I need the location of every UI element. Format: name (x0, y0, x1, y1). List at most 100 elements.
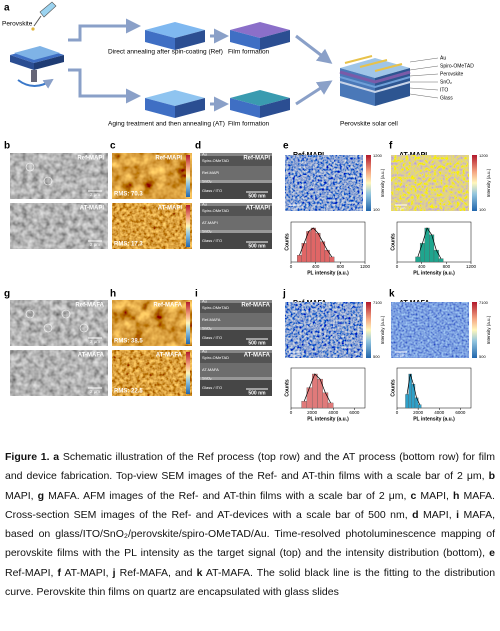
layer-label: Ref-MAPI (202, 170, 219, 175)
x-tick-label: 6000 (455, 410, 466, 415)
x-tick-label: 400 (312, 264, 320, 269)
x-axis-label: PL intensity (a.u.) (413, 270, 455, 276)
layer-label: AT-MAPI (202, 220, 218, 225)
caption-panel-ref: e (489, 547, 495, 559)
afm-colorbar (186, 205, 190, 247)
panel-label: f (389, 141, 393, 152)
panel-label: c (110, 141, 116, 152)
image-title: Ref-MAFA (241, 303, 270, 309)
layer-label: Glass / ITO (202, 238, 222, 243)
hist-bar (418, 405, 421, 408)
x-axis-label: PL intensity (a.u.) (307, 270, 349, 276)
x-tick-label: 0 (290, 264, 293, 269)
caption-panel-ref: j (113, 567, 116, 579)
layer-label: Au (202, 299, 207, 304)
hist-bar (420, 243, 425, 262)
layer-label: Au (202, 202, 207, 207)
rms-label: RMS: 38.5 (114, 339, 143, 345)
panel-label: j (282, 289, 286, 300)
panel-label: b (4, 141, 10, 152)
colorbar-label: Intensity (a.u.) (380, 315, 385, 344)
hist-bar (328, 403, 333, 408)
y-axis-label: Counts (284, 379, 290, 396)
hist-bar (316, 233, 321, 262)
hist-bar (307, 388, 312, 408)
image-title: AT-MAPI (158, 206, 183, 212)
scale-label: 500 nm (248, 390, 266, 396)
scale-label: 2 μm (90, 339, 100, 344)
caption-text: Schematic illustration of the Ref proces… (5, 451, 495, 482)
layer-label: Glass / ITO (202, 385, 222, 390)
scale-label: 2 μm (397, 206, 407, 211)
hist-bar (434, 250, 439, 262)
pl-map (391, 302, 469, 358)
colorbar (472, 155, 477, 211)
device-label: Perovskite solar cell (340, 121, 398, 128)
colorbar-min: 100 (373, 207, 380, 212)
panel-label: g (4, 289, 10, 300)
colorbar-min: 500 (373, 354, 380, 359)
y-axis-label: Counts (390, 379, 396, 396)
panel-label: h (110, 289, 116, 300)
layer-label: AT-MAFA (202, 367, 219, 372)
x-tick-label: 0 (396, 410, 399, 415)
caption-text: Ref-MAPI, (5, 567, 53, 579)
scale-label: 500 nm (248, 193, 266, 199)
caption-panel-ref: f (57, 567, 61, 579)
x-axis-label: PL intensity (a.u.) (307, 416, 349, 422)
caption: Figure 1. a Schematic illustration of th… (5, 448, 495, 602)
hist-bar (311, 228, 316, 262)
figure: aPerovskiteDirect annealing after spin-c… (0, 0, 500, 440)
layer-label: SnO₂ (202, 229, 212, 234)
caption-panel-ref: b (489, 470, 495, 482)
layer-label: Glass (440, 95, 453, 101)
panel-a-art (10, 2, 438, 118)
hist-bar (405, 394, 408, 408)
caption-text: AT-MAPI, (64, 567, 108, 579)
x-tick-label: 1200 (466, 264, 477, 269)
image-title: AT-MAFA (156, 353, 183, 359)
layer-label: ITO (440, 87, 448, 93)
scale-label: 2 μm (291, 353, 301, 358)
image-title: AT-MAFA (78, 353, 105, 359)
caption-text: MAPI, (420, 490, 449, 502)
afm-colorbar (186, 302, 190, 344)
layer-label: Ref-MAFA (202, 317, 221, 322)
caption-panel-ref: d (412, 509, 418, 521)
layer-label: Perovskite (440, 71, 464, 77)
material-label: Perovskite (2, 21, 33, 28)
scale-label: 500 nm (248, 243, 266, 249)
caption-text: MAPI, (423, 509, 452, 521)
layer-label: Au (202, 349, 207, 354)
layer-label: SnO₂ (440, 79, 452, 85)
scale-label: 2 μm (90, 192, 100, 197)
caption-panel-ref: a (53, 451, 59, 463)
hist-bar (439, 259, 444, 262)
caption-panel-ref: k (197, 567, 203, 579)
image-title: AT-MAPI (246, 206, 271, 212)
colorbar-label: Intensity (a.u.) (486, 168, 491, 197)
colorbar-max: 1200 (373, 153, 383, 158)
step-label: Film formation (228, 121, 270, 128)
route-label: Aging treatment and then annealing (AT) (108, 121, 225, 128)
panel-label: d (195, 141, 201, 152)
caption-title: Figure 1. (5, 451, 50, 463)
rms-label: RMS: 22.5 (114, 389, 143, 395)
colorbar-label: Intensity (a.u.) (380, 168, 385, 197)
scale-label: 2 μm (397, 353, 407, 358)
scale-label: 500 nm (248, 340, 266, 346)
colorbar-max: 1200 (479, 153, 489, 158)
hist-bar (416, 257, 421, 262)
image-title: AT-MAFA (244, 353, 271, 359)
caption-text: MAPI, (5, 490, 34, 502)
layer-label: SnO₂ (202, 326, 212, 331)
x-tick-label: 400 (418, 264, 426, 269)
hist-bar (302, 243, 307, 262)
colorbar-label: Intensity (a.u.) (486, 315, 491, 344)
hist-bar (297, 255, 302, 262)
layer-label: Spiro-OMeTAD (202, 158, 229, 163)
caption-panel-ref: c (410, 490, 416, 502)
route-label: Direct annealing after spin-coating (Ref… (108, 49, 223, 56)
image-title: AT-MAPI (80, 206, 105, 212)
x-tick-label: 0 (290, 410, 293, 415)
